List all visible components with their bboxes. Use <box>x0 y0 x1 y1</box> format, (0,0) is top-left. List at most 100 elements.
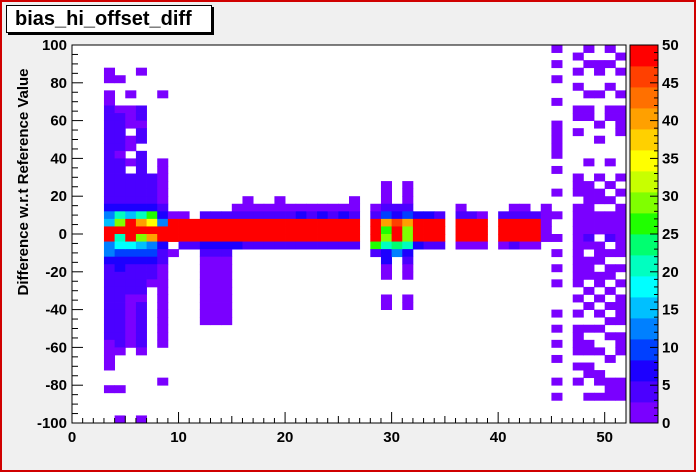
heatmap-bin <box>103 181 116 190</box>
heatmap-bin <box>125 249 137 258</box>
heatmap-bin <box>135 234 147 242</box>
heatmap-bin <box>114 234 126 242</box>
heatmap-bin <box>167 211 179 220</box>
heatmap-bin <box>380 294 393 303</box>
heatmap-bin <box>135 113 147 121</box>
heatmap-bin <box>615 188 627 197</box>
heatmap-bin <box>572 241 584 250</box>
heatmap-bin <box>157 264 169 273</box>
heatmap-bin <box>146 256 158 265</box>
heatmap-bin <box>551 392 563 401</box>
heatmap-bin <box>135 271 147 280</box>
heatmap-bin <box>114 135 126 144</box>
heatmap-bin <box>135 135 147 144</box>
heatmap-bin <box>455 211 467 220</box>
heatmap-bin <box>114 165 126 174</box>
heatmap-bin <box>572 105 584 114</box>
x-tick-label: 20 <box>277 429 294 446</box>
heatmap-bin <box>572 271 584 280</box>
heatmap-bin <box>391 226 403 235</box>
heatmap-bin <box>103 188 116 197</box>
heatmap-bin <box>338 241 350 250</box>
heatmap-bin <box>615 339 627 348</box>
heatmap-bin <box>114 271 126 280</box>
heatmap-bin <box>540 226 552 235</box>
heatmap-bin <box>274 203 286 212</box>
palette-segment <box>630 381 658 403</box>
heatmap-bin <box>253 241 265 250</box>
palette-segment <box>630 66 658 88</box>
heatmap-bin <box>615 309 627 318</box>
heatmap-bin <box>583 45 595 53</box>
heatmap-bin <box>572 309 584 318</box>
heatmap-bin <box>199 226 211 235</box>
heatmap-bin <box>125 143 137 152</box>
heatmap-bin <box>551 60 563 69</box>
heatmap-bin <box>103 150 116 159</box>
color-palette <box>629 44 659 424</box>
heatmap-bin <box>412 241 424 250</box>
heatmap-bin <box>604 211 616 220</box>
heatmap-bin <box>594 279 606 288</box>
heatmap-bin <box>391 218 403 227</box>
heatmap-bin <box>103 67 116 76</box>
heatmap-bin <box>114 279 126 288</box>
heatmap-bin <box>604 181 616 190</box>
heatmap-bin <box>199 302 211 310</box>
heatmap-bin <box>380 196 393 205</box>
palette-segment <box>630 45 658 67</box>
heatmap-bin <box>572 347 584 356</box>
heatmap-bin <box>135 196 147 205</box>
heatmap-bin <box>519 211 531 220</box>
heatmap-bin <box>189 226 201 235</box>
heatmap-bin <box>125 113 137 121</box>
palette-segment <box>630 276 658 298</box>
heatmap-bin <box>508 218 520 227</box>
heatmap-bin <box>572 211 584 220</box>
heatmap-bin <box>530 241 542 250</box>
y-axis-label: Difference w.r.t Reference Value <box>15 68 32 295</box>
heatmap-bin <box>199 256 211 265</box>
heatmap-bin <box>114 143 126 152</box>
heatmap-bin <box>508 241 520 250</box>
heatmap-bin <box>370 234 382 242</box>
heatmap-bin <box>103 309 116 318</box>
heatmap-bin <box>103 105 116 114</box>
y-tick-label: -100 <box>37 415 67 432</box>
z-tick-label: 0 <box>662 415 670 432</box>
heatmap-bin <box>615 173 627 182</box>
heatmap-bin <box>306 226 318 235</box>
heatmap-bin <box>199 211 211 220</box>
heatmap-bin <box>125 339 137 348</box>
heatmap-bin <box>221 302 233 310</box>
heatmap-bin <box>146 241 158 250</box>
palette-segment <box>630 402 658 424</box>
heatmap-bin <box>125 302 137 310</box>
heatmap-bin <box>572 324 584 333</box>
heatmap-bin <box>114 347 126 356</box>
heatmap-bin <box>615 347 627 356</box>
heatmap-bin <box>615 128 627 137</box>
heatmap-bin <box>157 294 169 303</box>
heatmap-bin <box>551 120 563 129</box>
heatmap-bin <box>103 271 116 280</box>
heatmap-bin <box>412 234 424 242</box>
heatmap-bin <box>540 203 552 212</box>
heatmap-bin <box>274 218 286 227</box>
heatmap-bin <box>103 173 116 182</box>
heatmap-bin <box>572 377 584 386</box>
heatmap-bin <box>583 60 595 69</box>
heatmap-bin <box>146 181 158 190</box>
heatmap-bin <box>295 234 307 242</box>
heatmap-bin <box>135 188 147 197</box>
heatmap-bin <box>103 241 116 250</box>
heatmap-bin <box>146 196 158 205</box>
heatmap-bin <box>231 203 243 212</box>
heatmap-bin <box>221 256 233 265</box>
heatmap-bin <box>199 271 211 280</box>
heatmap-bin <box>327 234 339 242</box>
heatmap-bin <box>594 196 606 205</box>
heatmap-bin <box>157 377 169 386</box>
heatmap-bin <box>157 286 169 295</box>
heatmap-bin <box>114 196 126 205</box>
